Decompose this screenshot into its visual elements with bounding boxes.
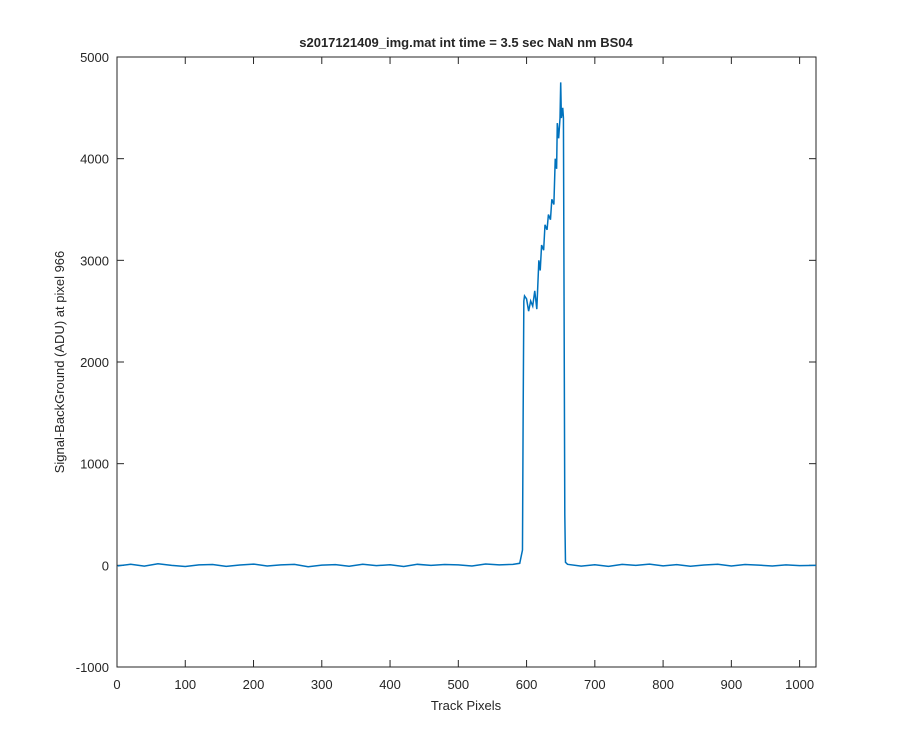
- y-tick-label: 1000: [80, 457, 109, 472]
- x-tick-label: 200: [243, 677, 265, 692]
- x-tick-label: 900: [721, 677, 743, 692]
- plot-area: [116, 56, 817, 668]
- y-tick-label: 2000: [80, 355, 109, 370]
- x-tick-label: 600: [516, 677, 538, 692]
- y-tick-label: -1000: [76, 660, 109, 675]
- data-line: [117, 82, 817, 568]
- x-tick-label: 800: [652, 677, 674, 692]
- x-tick-label: 700: [584, 677, 606, 692]
- y-tick-label: 0: [102, 558, 109, 573]
- chart-title: s2017121409_img.mat int time = 3.5 sec N…: [299, 35, 633, 50]
- x-axis-label: Track Pixels: [431, 698, 502, 713]
- x-tick-label: 0: [113, 677, 120, 692]
- x-tick-label: 400: [379, 677, 401, 692]
- y-tick-label: 4000: [80, 152, 109, 167]
- x-tick-label: 300: [311, 677, 333, 692]
- x-tick-label: 100: [174, 677, 196, 692]
- y-tick-label: 5000: [80, 50, 109, 65]
- x-tick-label: 500: [447, 677, 469, 692]
- y-axis-label: Signal-BackGround (ADU) at pixel 966: [52, 251, 67, 474]
- y-tick-label: 3000: [80, 253, 109, 268]
- x-tick-label: 1000: [785, 677, 814, 692]
